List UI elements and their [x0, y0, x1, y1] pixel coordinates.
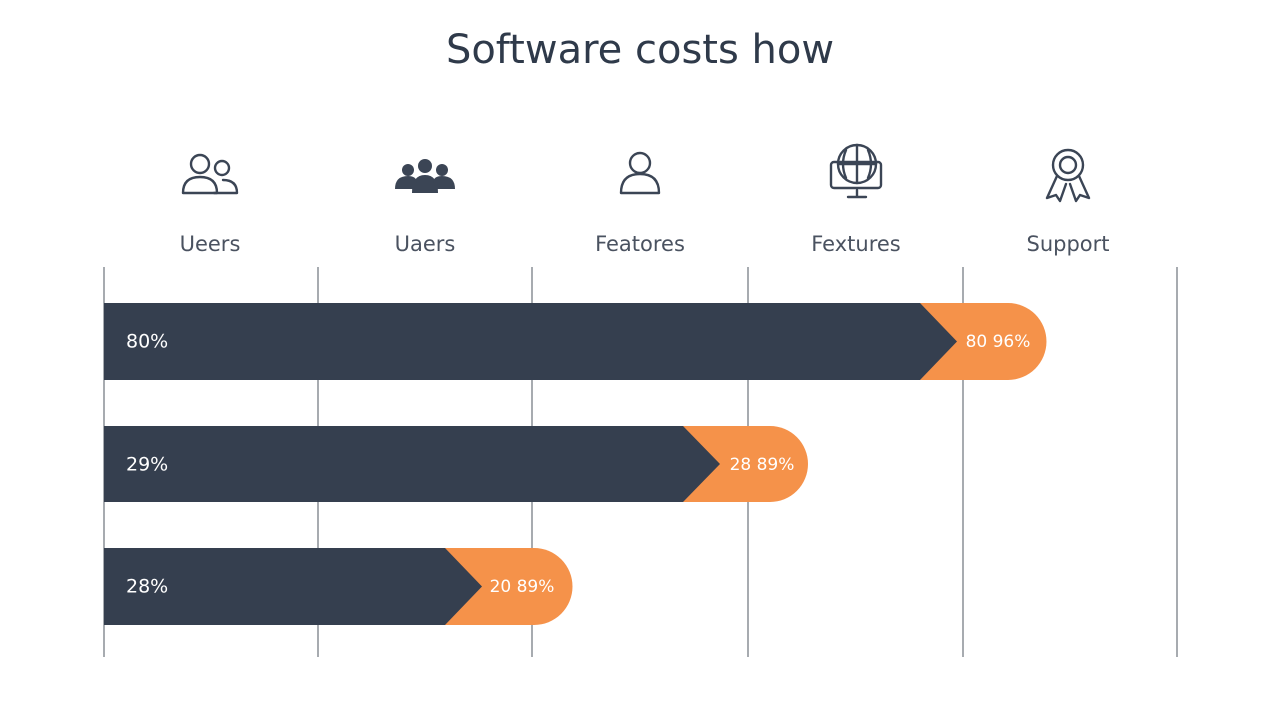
column-label: Support [1026, 232, 1109, 256]
bar-tip [683, 426, 808, 502]
icon-award [1045, 148, 1091, 203]
column-label: Fextures [811, 232, 901, 256]
bar-tip [445, 548, 573, 625]
column-label: Ueers [180, 232, 241, 256]
bar-tip [920, 303, 1047, 380]
icon-users [181, 153, 239, 195]
bar [104, 426, 720, 502]
title: Software costs how [446, 27, 834, 73]
bar-label: 80% [126, 331, 168, 353]
bar [104, 303, 957, 380]
icon-globe-monitor [829, 143, 883, 199]
column-label: Uaers [395, 232, 456, 256]
bar-label: 29% [126, 454, 168, 476]
icon-person [619, 151, 661, 195]
bar-tip-label: 20 89% [490, 577, 555, 597]
column-label: Featores [595, 232, 685, 256]
bar-tip-label: 28 89% [730, 455, 795, 475]
bar [104, 548, 482, 625]
icon-group [395, 159, 455, 193]
bar-label: 28% [126, 576, 168, 598]
bar-tip-label: 80 96% [966, 332, 1031, 352]
